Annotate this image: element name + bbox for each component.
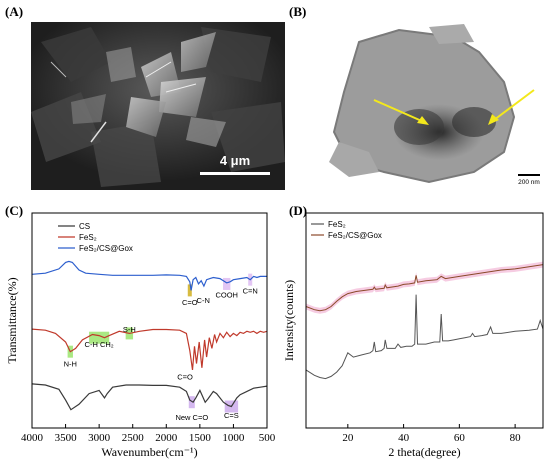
ftir-band-highlight	[187, 284, 192, 297]
panel-d-label: (D)	[289, 203, 308, 218]
ftir-band-highlight	[223, 277, 231, 290]
ftir-x-tick-label: 1500	[189, 432, 212, 444]
scale-bar-a-text: 4 μm	[220, 153, 250, 168]
ftir-annotation: C-H CH₂	[85, 340, 114, 349]
xrd-highlight-band	[306, 261, 543, 314]
xrd-plot-frame	[305, 212, 544, 429]
xrd-x-tick-label: 20	[342, 432, 354, 444]
ftir-x-tick-label: 3000	[88, 432, 111, 444]
ftir-legend-label: FeS₂	[79, 233, 97, 242]
ftir-band-highlight	[188, 396, 195, 409]
ftir-x-tick-label: 1000	[222, 432, 245, 444]
ftir-legend-label: FeS₂/CS@Gox	[79, 244, 133, 253]
xrd-chart: 20 40 60 80 FeS₂ FeS₂/CS@Gox 2 theta(degree)…	[282, 212, 544, 459]
scale-bar-a	[200, 172, 270, 175]
ftir-annotation: New C=O	[175, 413, 208, 422]
ftir-x-axis-label: Wavenumber(cm⁻¹)	[101, 445, 197, 459]
xrd-legend-label: FeS₂/CS@Gox	[328, 231, 382, 240]
xrd-series-line-1	[305, 264, 544, 312]
ftir-annotation: C-N	[197, 296, 210, 305]
xrd-legend-label: FeS₂	[328, 220, 346, 229]
tem-micrograph: 200 nm	[289, 22, 545, 190]
ftir-plot-frame	[31, 212, 268, 429]
xrd-x-axis-label: 2 theta(degree)	[388, 445, 460, 459]
ftir-x-tick-label: 2500	[122, 432, 145, 444]
ftir-series-line-1	[31, 328, 268, 370]
xrd-y-axis-label: Intensity(counts)	[282, 280, 296, 361]
ftir-annotation: COOH	[215, 291, 238, 300]
ftir-legend-label: CS	[79, 222, 90, 231]
ftir-annotation: C=O	[182, 298, 198, 307]
xrd-x-tick-label: 40	[398, 432, 410, 444]
ftir-chart: 4000 3500 3000 2500 2000 1500 1000 500 C=OC-NCO…	[5, 212, 275, 459]
ftir-annotation: S-H	[123, 325, 136, 334]
ftir-annotation: C=N	[243, 286, 258, 295]
ftir-series-line-2	[31, 260, 267, 291]
tem-image: 200 nm	[289, 22, 545, 190]
panel-b-label: (B)	[289, 4, 307, 19]
ftir-x-tick-label: 4000	[21, 432, 44, 444]
ftir-x-tick-label: 3500	[55, 432, 78, 444]
scale-bar-b-text: 200 nm	[518, 179, 540, 186]
sem-image: 4 μm	[31, 22, 285, 190]
ftir-x-tick-label: 2000	[155, 432, 178, 444]
panel-c-label: (C)	[5, 203, 24, 218]
xrd-x-tick-label: 80	[510, 432, 522, 444]
xrd-series-line-0	[305, 294, 544, 380]
xrd-x-tick-label: 60	[454, 432, 466, 444]
ftir-annotation: N-H	[64, 359, 77, 368]
ftir-annotation: C=S	[224, 411, 239, 420]
sem-micrograph: 4 μm	[31, 22, 285, 190]
ftir-annotation: C=O	[177, 372, 193, 381]
ftir-y-axis-label: Transmittance(%)	[5, 277, 19, 363]
ftir-x-tick-label: 500	[259, 432, 275, 444]
ftir-series-line-0	[31, 383, 268, 411]
panel-a-label: (A)	[5, 4, 24, 19]
